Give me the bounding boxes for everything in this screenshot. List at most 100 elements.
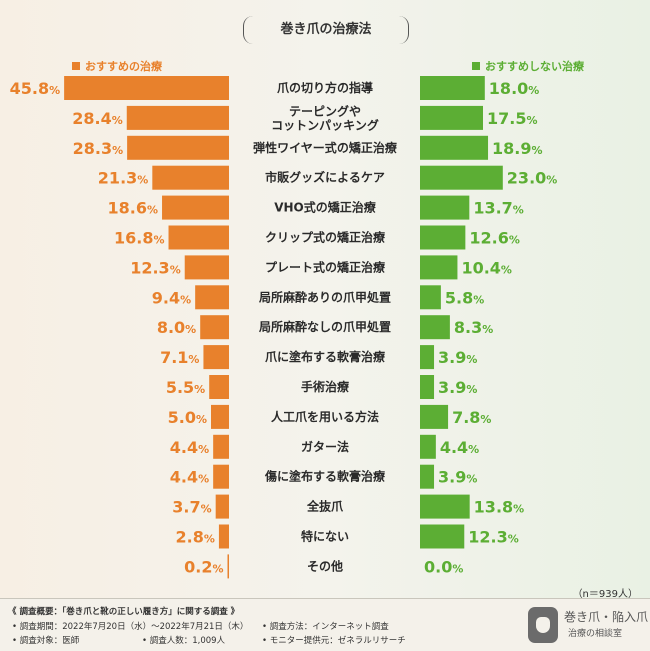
bar-not-recommended (420, 464, 435, 489)
value-label-not-recommended: 3.9% (438, 468, 477, 487)
value-label-recommended: 0.2% (184, 557, 223, 576)
value-label-not-recommended: 17.5% (487, 109, 538, 128)
bar-not-recommended (420, 105, 483, 130)
logo: 巻き爪・陥入爪 治療の相談室 (528, 604, 649, 646)
bar-recommended (227, 554, 229, 579)
legend-swatch-green (472, 62, 480, 70)
bar-recommended (184, 255, 229, 280)
bar-recommended (64, 76, 230, 100)
value-label-recommended: 7.1% (160, 348, 199, 367)
footer-count: • 調査人数：1,009人 (142, 636, 226, 646)
legend-swatch-orange (72, 62, 80, 70)
logo-mark-icon (528, 607, 558, 643)
value-label-recommended: 8.0% (157, 318, 196, 337)
bar-recommended (152, 165, 229, 190)
value-label-recommended: 45.8% (10, 79, 61, 98)
category-label: 人工爪を用いる方法 (271, 409, 379, 424)
category-label: 弾性ワイヤー式の矯正治療 (253, 140, 397, 155)
value-label-not-recommended: 18.9% (492, 139, 543, 158)
legend-label-recommended: おすすめの治療 (85, 60, 162, 73)
value-label-recommended: 3.7% (172, 498, 211, 517)
category-label: テーピングやコットンパッキング (271, 103, 379, 132)
bar-recommended (215, 494, 229, 519)
bar-not-recommended (420, 434, 436, 459)
sample-size-note: （n＝939人） (572, 589, 638, 600)
value-label-not-recommended: 5.8% (445, 288, 484, 307)
category-label: 手術治療 (301, 379, 349, 394)
bar-not-recommended (420, 404, 449, 429)
category-label: 局所麻酔ありの爪甲処置 (259, 289, 391, 304)
value-label-not-recommended: 12.6% (469, 229, 520, 248)
value-label-not-recommended: 0.0% (424, 557, 463, 576)
value-label-recommended: 28.3% (73, 139, 124, 158)
value-label-not-recommended: 3.9% (438, 348, 477, 367)
category-label: 傷に塗布する軟膏治療 (264, 469, 385, 484)
bar-recommended (203, 345, 229, 370)
value-label-recommended: 5.0% (168, 408, 207, 427)
bar-recommended (218, 524, 229, 549)
bar-not-recommended (420, 165, 503, 190)
category-label: プレート式の矯正治療 (265, 259, 385, 274)
bar-recommended (126, 105, 229, 130)
category-label: 特にない (301, 529, 349, 544)
category-label: 爪の切り方の指導 (277, 80, 373, 95)
bar-not-recommended (420, 345, 435, 370)
value-label-recommended: 16.8% (114, 229, 165, 248)
bar-not-recommended (420, 195, 470, 220)
bar-not-recommended (420, 315, 450, 340)
bar-recommended (209, 375, 229, 399)
value-label-recommended: 2.8% (176, 528, 215, 547)
legend-recommended: おすすめの治療 (72, 58, 162, 74)
value-label-recommended: 4.4% (170, 438, 209, 457)
value-label-recommended: 4.4% (170, 468, 209, 487)
value-label-not-recommended: 3.9% (438, 378, 477, 397)
value-label-not-recommended: 7.8% (452, 408, 491, 427)
bar-not-recommended (420, 494, 470, 519)
bar-chart: 45.8% 18.0% 爪の切り方の指導 28.4% 17.5% テーピングやコットンパッ… (10, 76, 558, 579)
footer-title: 《 調査概要：「巻き爪と靴の正しい履き方」に関する調査 》 (8, 607, 240, 617)
footer-method: • 調査方法：インターネット調査 (262, 622, 389, 632)
value-label-not-recommended: 12.3% (468, 528, 519, 547)
value-label-recommended: 21.3% (98, 169, 149, 188)
category-label: その他 (307, 558, 343, 573)
bar-recommended (213, 434, 229, 459)
logo-line2: 治療の相談室 (568, 629, 623, 639)
bar-recommended (168, 225, 229, 250)
footer-period: • 調査期間：2022年7月20日（水）～2022年7月21日（木） (12, 622, 249, 632)
footer-target: • 調査対象：医師 (12, 636, 80, 646)
bar-not-recommended (420, 76, 485, 100)
category-label: 全抜爪 (306, 499, 344, 514)
bar-not-recommended (420, 135, 489, 160)
value-label-recommended: 5.5% (166, 378, 205, 397)
chart-title: 巻き爪の治療法 (243, 16, 409, 44)
legend-label-not-recommended: おすすめしない治療 (485, 60, 584, 73)
bar-recommended (162, 195, 229, 220)
bar-not-recommended (420, 524, 465, 549)
value-label-recommended: 9.4% (152, 288, 191, 307)
bar-not-recommended (420, 375, 435, 399)
value-label-recommended: 18.6% (108, 199, 159, 218)
bar-not-recommended (420, 255, 458, 280)
value-label-not-recommended: 10.4% (461, 258, 512, 277)
value-label-recommended: 28.4% (72, 109, 123, 128)
value-label-not-recommended: 13.7% (473, 199, 524, 218)
footer-provider: • モニター提供元：ゼネラルリサーチ (262, 636, 406, 646)
bar-not-recommended (420, 225, 466, 250)
category-label: VHO式の矯正治療 (274, 200, 376, 215)
value-label-not-recommended: 4.4% (440, 438, 479, 457)
bar-recommended (127, 135, 229, 160)
logo-line1: 巻き爪・陥入爪 (564, 610, 649, 624)
value-label-not-recommended: 8.3% (454, 318, 493, 337)
legend-not-recommended: おすすめしない治療 (472, 58, 584, 74)
value-label-not-recommended: 18.0% (489, 79, 540, 98)
value-label-recommended: 12.3% (130, 258, 181, 277)
value-label-not-recommended: 23.0% (507, 169, 558, 188)
bar-recommended (213, 464, 229, 489)
category-label: ガター法 (301, 439, 349, 454)
bar-recommended (195, 285, 229, 310)
bar-recommended (211, 404, 229, 429)
bar-recommended (200, 315, 229, 340)
category-label: 爪に塗布する軟膏治療 (265, 349, 385, 364)
category-label: クリップ式の矯正治療 (265, 230, 385, 245)
